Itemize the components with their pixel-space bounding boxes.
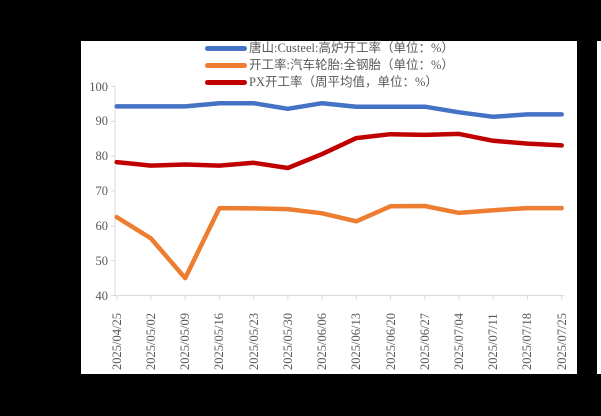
x-tick-label: 2025/07/18 bbox=[520, 313, 535, 370]
axes bbox=[111, 86, 564, 300]
x-tick-label: 2025/06/13 bbox=[349, 313, 364, 370]
side-strip bbox=[597, 41, 601, 374]
y-tick-label: 50 bbox=[95, 253, 109, 268]
x-tick-label: 2025/06/20 bbox=[383, 313, 398, 370]
x-tick-label: 2025/05/30 bbox=[280, 313, 295, 370]
legend-item-px-operating-rate: PX开工率（周平均值，单位：%） bbox=[205, 74, 475, 91]
x-tick-label: 2025/05/02 bbox=[143, 313, 158, 370]
x-tick-label: 2025/04/25 bbox=[109, 313, 124, 370]
legend-item-tangshan-blast-furnace: 唐山:Custeel:高炉开工率（单位：%） bbox=[205, 40, 475, 57]
legend-swatch-blue bbox=[205, 46, 247, 51]
x-tick-label: 2025/06/27 bbox=[417, 313, 432, 370]
legend-label: 开工率:汽车轮胎:全钢胎（单位：%） bbox=[249, 58, 454, 72]
x-tick-label: 2025/07/25 bbox=[554, 313, 569, 370]
legend: 唐山:Custeel:高炉开工率（单位：%） 开工率:汽车轮胎:全钢胎（单位：%… bbox=[205, 40, 475, 91]
y-tick-label: 40 bbox=[95, 288, 109, 303]
x-tick-label: 2025/05/23 bbox=[246, 313, 261, 370]
y-tick-label: 60 bbox=[95, 218, 109, 233]
x-tick-label: 2025/06/06 bbox=[315, 313, 330, 370]
legend-label: PX开工率（周平均值，单位：%） bbox=[249, 75, 438, 89]
y-tick-label: 100 bbox=[89, 79, 108, 94]
legend-swatch-red bbox=[205, 80, 247, 85]
x-tick-label: 2025/05/09 bbox=[178, 313, 193, 370]
y-tick-label: 90 bbox=[95, 114, 109, 129]
y-tick-label: 80 bbox=[95, 149, 109, 164]
legend-swatch-orange bbox=[205, 63, 247, 68]
legend-item-tire-operating-rate: 开工率:汽车轮胎:全钢胎（单位：%） bbox=[205, 57, 475, 74]
x-tick-label: 2025/07/11 bbox=[486, 313, 501, 370]
series-lines bbox=[114, 100, 564, 281]
chart-panel bbox=[81, 41, 577, 374]
legend-label: 唐山:Custeel:高炉开工率（单位：%） bbox=[249, 41, 454, 55]
x-tick-label: 2025/07/04 bbox=[452, 313, 466, 370]
x-tick-label: 2025/05/16 bbox=[212, 313, 227, 370]
y-tick-label: 70 bbox=[95, 184, 109, 198]
